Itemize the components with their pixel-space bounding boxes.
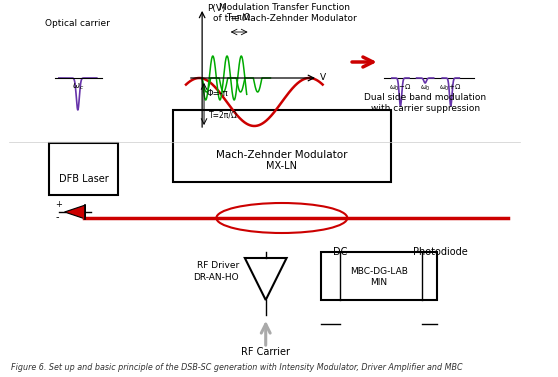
Text: +: + [55,200,62,209]
FancyBboxPatch shape [321,252,436,300]
Text: Mach-Zehnder Modulator: Mach-Zehnder Modulator [216,150,348,160]
Text: with carrier suppression: with carrier suppression [371,104,480,113]
Text: T=2π/Ω: T=2π/Ω [209,111,238,120]
Text: -: - [55,212,59,222]
Text: V: V [320,74,326,83]
Polygon shape [65,205,85,219]
FancyBboxPatch shape [173,110,391,182]
Text: MBC-DG-LAB: MBC-DG-LAB [350,267,407,276]
Text: of the Mach-Zehnder Modulator: of the Mach-Zehnder Modulator [213,14,357,23]
Text: Figure 6. Set up and basic principle of the DSB-SC generation with Intensity Mod: Figure 6. Set up and basic principle of … [11,363,463,372]
Text: Optical carrier: Optical carrier [45,19,110,28]
Text: MIN: MIN [370,278,387,287]
Text: $\omega_0\!+\!\Omega$: $\omega_0\!+\!\Omega$ [440,83,462,93]
Text: MX-LN: MX-LN [266,161,297,171]
Text: $\omega_c$: $\omega_c$ [72,81,84,92]
Text: $\omega_0\!-\!\Omega$: $\omega_0\!-\!\Omega$ [389,83,412,93]
Text: DR-AN-HO: DR-AN-HO [194,273,239,282]
Text: Dual side band modulation: Dual side band modulation [364,93,486,102]
Text: RF Carrier: RF Carrier [241,347,290,357]
FancyBboxPatch shape [49,143,118,195]
Text: Φ=-π: Φ=-π [207,89,228,98]
Text: $\omega_0$: $\omega_0$ [420,84,430,93]
Text: P(V): P(V) [207,3,225,12]
Text: T=π/Ω: T=π/Ω [227,13,251,22]
Text: DFB Laser: DFB Laser [59,174,108,184]
Ellipse shape [217,203,347,233]
Text: RF Driver: RF Driver [197,261,239,270]
Polygon shape [245,258,287,300]
Text: Photodiode: Photodiode [413,247,468,257]
Text: Modulation Transfer Function: Modulation Transfer Function [219,3,350,12]
Text: DC: DC [333,247,347,257]
